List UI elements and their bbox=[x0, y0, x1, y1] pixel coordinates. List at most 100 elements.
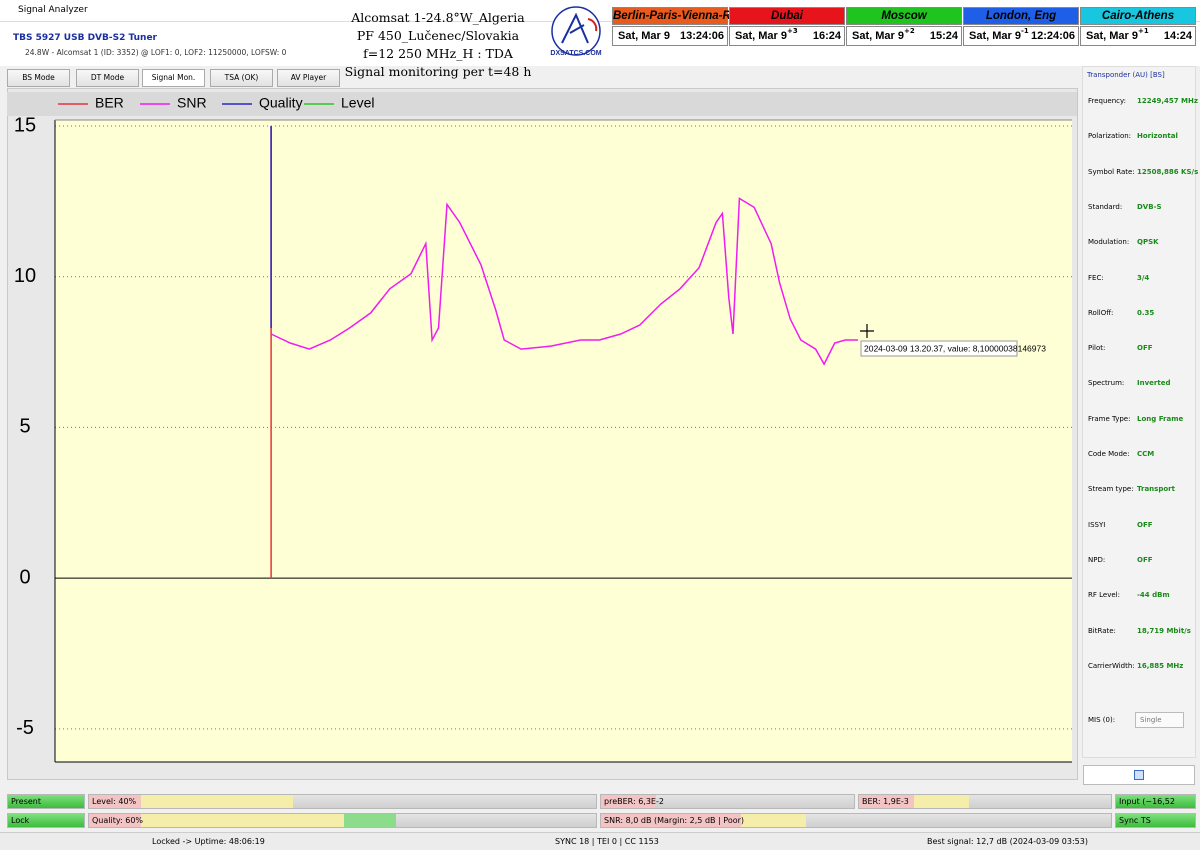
quality-text: Quality: 60% bbox=[92, 816, 144, 825]
clock-time: 14:24 bbox=[1163, 30, 1192, 42]
clock-time: 12:24:06 bbox=[1030, 30, 1075, 42]
clock-date: Sat, Mar 9 bbox=[1086, 30, 1138, 42]
tab[interactable]: DT Mode bbox=[76, 69, 139, 87]
export-icon bbox=[1134, 770, 1144, 780]
tooltip-box bbox=[860, 340, 1018, 357]
quality-fill-green bbox=[344, 814, 396, 827]
level-meter: Level: 40% bbox=[88, 794, 597, 809]
transponder-panel bbox=[1082, 66, 1196, 758]
param-label: Modulation: bbox=[1088, 238, 1130, 247]
legend-strip bbox=[7, 92, 1077, 116]
crosshair bbox=[860, 324, 874, 338]
header-line: Alcomsat 1-24.8°W_Algeria bbox=[351, 10, 525, 25]
param-label: Spectrum: bbox=[1088, 379, 1125, 388]
quality-meter: Quality: 60% bbox=[88, 813, 597, 828]
clock-city: Moscow bbox=[846, 7, 962, 25]
clock-date: Sat, Mar 9 bbox=[618, 30, 670, 42]
param-value: Inverted bbox=[1137, 379, 1171, 388]
logo: DXSATCS.COM bbox=[550, 6, 602, 57]
param-value: OFF bbox=[1137, 344, 1153, 353]
logo-wave bbox=[587, 18, 598, 32]
ber-fill-red bbox=[859, 795, 914, 808]
legend-label: SNR bbox=[177, 95, 207, 111]
series-line bbox=[270, 197, 858, 366]
quality-fill-red bbox=[89, 814, 141, 827]
uptime: Locked -> Uptime: 48:06:19 bbox=[152, 837, 265, 846]
clock-city: Dubai bbox=[729, 7, 845, 25]
clock-offset: +2 bbox=[904, 27, 915, 35]
sync-indicator: Sync TS bbox=[1115, 813, 1196, 828]
mis-label: MIS (0): bbox=[1088, 716, 1116, 724]
snr-meter: SNR: 8,0 dB (Margin: 2,5 dB | Poor) bbox=[600, 813, 1112, 828]
param-value: Horizontal bbox=[1137, 132, 1178, 141]
param-value: OFF bbox=[1137, 555, 1153, 564]
param-value: CCM bbox=[1137, 450, 1155, 458]
ber-fill-yellow bbox=[914, 795, 969, 808]
clock-cell bbox=[612, 26, 728, 46]
param-label: FEC: bbox=[1088, 273, 1104, 282]
tab[interactable]: Signal Mon. bbox=[142, 69, 205, 87]
param-label: Polarization: bbox=[1088, 132, 1132, 141]
param-label: RollOff: bbox=[1088, 308, 1114, 317]
param-label: NPD: bbox=[1088, 555, 1106, 564]
clock-cell bbox=[1080, 26, 1196, 46]
logo-text: DXSATCS.COM bbox=[550, 50, 601, 57]
preber-meter: preBER: 6,3E-2 bbox=[600, 794, 855, 809]
param-label: Code Mode: bbox=[1088, 450, 1130, 458]
param-label: Symbol Rate: bbox=[1088, 167, 1135, 176]
param-label: BitRate: bbox=[1088, 626, 1116, 635]
best-signal: Best signal: 12,7 dB (2024-03-09 03:53) bbox=[927, 837, 1088, 846]
header-line: Signal monitoring per t=48 h bbox=[344, 64, 532, 79]
level-fill-yellow bbox=[141, 795, 293, 808]
snr-fill-yellow bbox=[741, 814, 806, 827]
ber-text: BER: 1,9E-3 bbox=[862, 797, 909, 806]
clock-city: London, Eng bbox=[963, 7, 1079, 25]
snr-fill-red bbox=[601, 814, 741, 827]
param-value: 16,885 MHz bbox=[1137, 661, 1184, 670]
tuner-name: TBS 5927 USB DVB-S2 Tuner bbox=[13, 33, 157, 43]
param-value: Transport bbox=[1137, 485, 1175, 494]
clock-city: Berlin-Paris-Vienna-Roma bbox=[612, 7, 754, 25]
y-tick-label: 5 bbox=[19, 416, 30, 438]
param-value: 12249,457 MHz bbox=[1137, 97, 1198, 105]
mis-select[interactable]: Single bbox=[1135, 712, 1184, 728]
chart: -5 0 5 10 15 BER SNR Quality Level 2024-03-09 13.… bbox=[7, 92, 1077, 763]
tab[interactable]: AV Player bbox=[277, 69, 340, 87]
input-indicator: Input (~16,52 Mbps) bbox=[1115, 794, 1196, 809]
clock-time: 13:24:06 bbox=[679, 30, 724, 42]
param-label: Stream type: bbox=[1088, 485, 1134, 494]
param-value: OFF bbox=[1137, 520, 1153, 529]
snr-text: SNR: 8,0 dB (Margin: 2,5 dB | Poor) bbox=[604, 816, 745, 825]
quality-fill-yellow bbox=[141, 814, 344, 827]
level-text: Level: 40% bbox=[92, 797, 137, 806]
logo-dish bbox=[561, 12, 589, 44]
clock-date: Sat, Mar 9 bbox=[852, 30, 904, 42]
clock-offset: +1 bbox=[1138, 27, 1149, 35]
param-value: QPSK bbox=[1137, 238, 1159, 247]
param-value: -44 dBm bbox=[1137, 591, 1170, 600]
clock-time: 15:24 bbox=[929, 30, 958, 42]
param-label: Pilot: bbox=[1088, 344, 1106, 353]
y-tick-label: 15 bbox=[14, 114, 36, 136]
preber-text: preBER: 6,3E-2 bbox=[604, 797, 664, 806]
legend-label: BER bbox=[95, 95, 124, 111]
sync-info: SYNC 18 | TEI 0 | CC 1153 bbox=[555, 837, 659, 846]
tuner-details: 24.8W - Alcomsat 1 (ID: 3352) @ LOF1: 0,… bbox=[25, 48, 287, 57]
param-value: 18,719 Mbit/s bbox=[1137, 626, 1191, 635]
param-label: Frequency: bbox=[1088, 97, 1127, 105]
param-label: ISSYI bbox=[1088, 520, 1106, 529]
param-value: DVB-S bbox=[1137, 202, 1162, 211]
y-tick-label: 10 bbox=[14, 265, 36, 287]
tab[interactable]: TSA (OK) bbox=[210, 69, 273, 87]
param-value: Long Frame bbox=[1137, 414, 1184, 423]
param-value: 12508,886 KS/s bbox=[1137, 167, 1199, 176]
clock-city: Cairo-Athens bbox=[1080, 7, 1196, 25]
param-label: CarrierWidth: bbox=[1088, 661, 1135, 670]
level-fill-red bbox=[89, 795, 141, 808]
header-line: PF 450_Lučenec/Slovakia bbox=[356, 28, 520, 43]
header-line: f=12 250 MHz_H : TDA bbox=[363, 46, 513, 61]
tab[interactable]: BS Mode bbox=[7, 69, 70, 87]
status-footer bbox=[0, 832, 1200, 850]
